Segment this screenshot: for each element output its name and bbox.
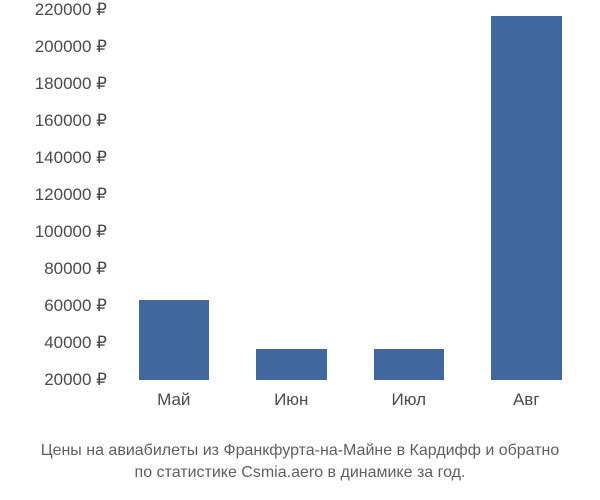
y-tick-label: 60000 ₽ (44, 296, 107, 316)
y-axis: 20000 ₽40000 ₽60000 ₽80000 ₽100000 ₽1200… (0, 10, 115, 380)
y-tick-label: 220000 ₽ (35, 0, 107, 20)
x-tick-label: Авг (513, 390, 540, 410)
x-axis: Май Июн Июл Авг (115, 390, 585, 420)
x-tick-label: Июн (274, 390, 308, 410)
y-tick-label: 80000 ₽ (44, 259, 107, 279)
bar (256, 349, 327, 380)
caption-line: по статистике Csmia.aero в динамике за г… (0, 462, 600, 484)
bar (374, 349, 445, 380)
y-tick-label: 140000 ₽ (35, 148, 107, 168)
x-tick-label: Май (157, 390, 190, 410)
y-tick-label: 120000 ₽ (35, 185, 107, 205)
y-tick-label: 160000 ₽ (35, 111, 107, 131)
y-tick-label: 40000 ₽ (44, 333, 107, 353)
bars-layer (115, 10, 585, 380)
bar (139, 300, 210, 380)
y-tick-label: 180000 ₽ (35, 74, 107, 94)
plot-area (115, 10, 585, 380)
chart-caption: Цены на авиабилеты из Франкфурта-на-Майн… (0, 440, 600, 483)
price-bar-chart: 20000 ₽ 40000 ₽ 60000 ₽ 80000 ₽ 100000 ₽ 1200… (0, 0, 600, 500)
bar (491, 16, 562, 380)
x-tick-label: Июл (391, 390, 426, 410)
caption-line: Цены на авиабилеты из Франкфурта-на-Майн… (0, 440, 600, 462)
y-tick-label: 200000 ₽ (35, 37, 107, 57)
y-tick-label: 20000 ₽ (44, 370, 107, 390)
y-tick-label: 100000 ₽ (35, 222, 107, 242)
